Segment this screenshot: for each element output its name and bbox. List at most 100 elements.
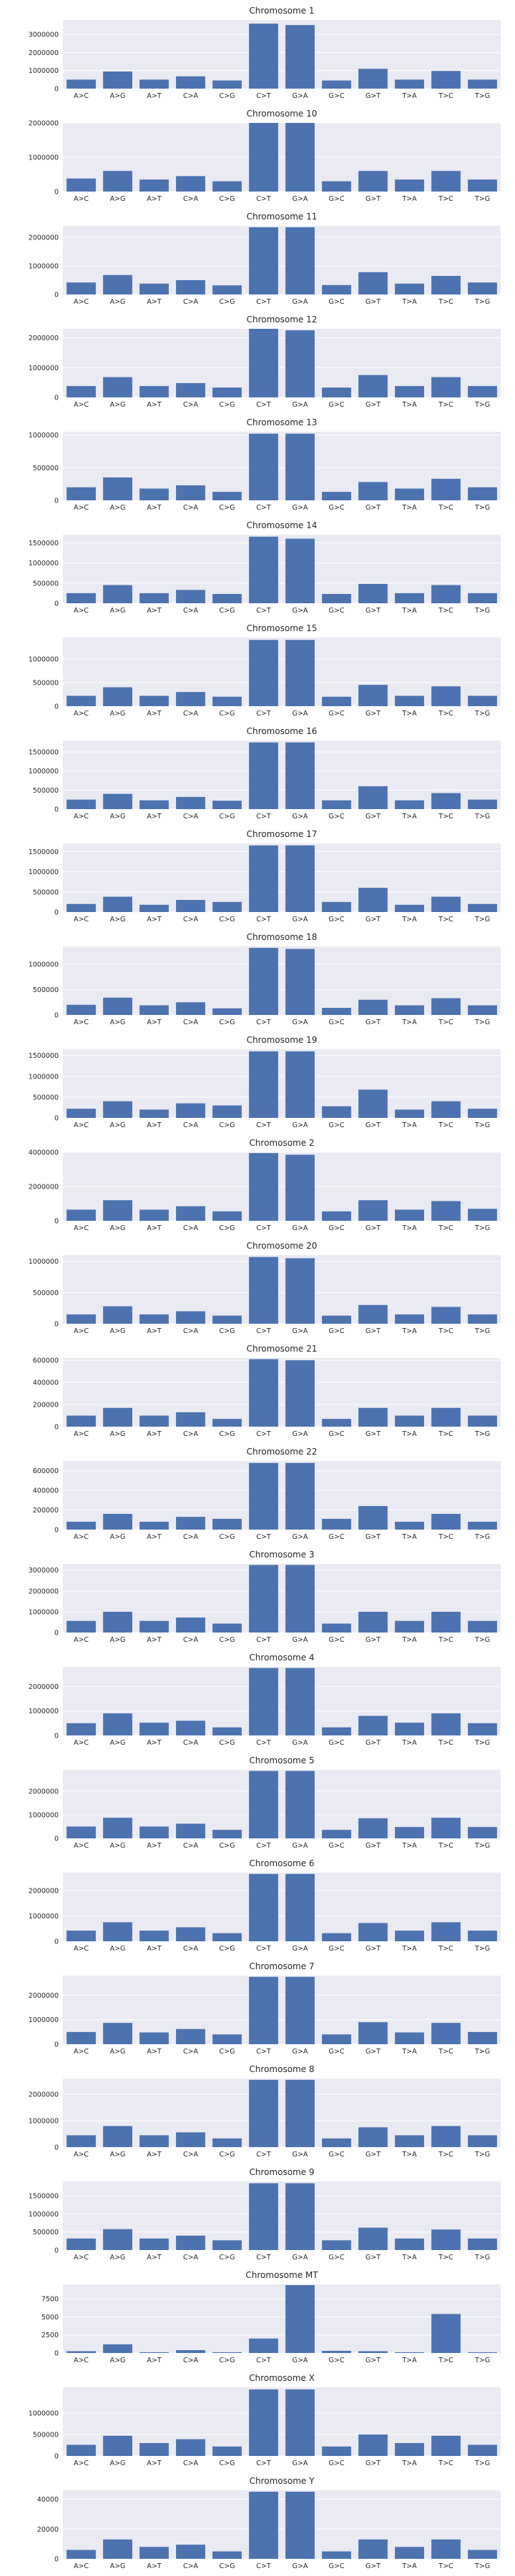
x-tick-label: A>G [110,2048,126,2056]
x-tick-label: T>C [438,92,453,100]
x-tick-label: A>T [147,1019,161,1026]
x-tick-label: G>T [366,195,381,203]
x-tick-label: C>G [220,1636,235,1644]
x-tick-label: G>C [329,298,345,306]
bar-C-to-A [176,2132,205,2147]
x-tick-label: C>G [220,195,235,203]
x-tick-label: A>T [147,2357,161,2364]
bar-T-to-G [468,1723,497,1735]
x-tick-label: T>A [401,710,417,718]
bar-chart: 0 200000 400000 600000 A>C A>G A>T C>A C>G C>T G>A… [33,1447,501,1541]
x-tick-label: T>G [474,1430,490,1438]
bar-G-to-T [358,171,388,192]
x-tick-label: G>A [293,401,308,409]
plot-background [63,1049,501,1118]
bar-C-to-A [176,2028,205,2044]
bar-C-to-A [176,1002,205,1015]
x-tick-label: A>T [147,401,161,409]
x-tick-label: T>G [474,813,490,821]
bar-G-to-C [322,387,351,397]
x-tick-label: A>C [74,607,89,615]
bar-T-to-A [395,1005,424,1015]
x-tick-label: A>G [110,1019,126,1026]
x-tick-label: G>C [329,2357,345,2364]
x-tick-label: C>G [220,2459,235,2467]
y-tick-label: 3000000 [29,1567,59,1575]
bar-C-to-T [249,1668,278,1735]
x-tick-label: G>T [366,1430,381,1438]
bar-C-to-A [176,1618,205,1633]
chart-panel: 0 500000 1000000 A>C A>G A>T C>A C>G C>T G>A G>C G>… [0,412,515,515]
y-tick-label: 500000 [33,888,59,896]
x-tick-label: C>A [183,2151,199,2159]
bar-G-to-A [285,1873,315,1941]
x-tick-label: G>C [329,607,345,615]
bar-C-to-T [249,536,278,603]
bar-chart: 0 500000 1000000 1500000 A>C A>G A>T C>A C>G C>T G… [29,2167,501,2262]
bar-T-to-A [395,1209,424,1221]
y-tick-label: 500000 [33,986,59,994]
chart-panel: 0 1000000 2000000 A>C A>G A>T C>A C>G C>T G>A G>C G… [0,309,515,412]
bar-T-to-C [431,2126,461,2147]
y-tick-label: 1000000 [29,67,59,75]
chart-panel: 0 1000000 2000000 A>C A>G A>T C>A C>G C>T G>A G>C G… [0,1647,515,1750]
chart-panel: 0 500000 1000000 1500000 A>C A>G A>T C>A C>G C>T G… [0,2161,515,2264]
x-tick-label: T>A [401,916,417,923]
bar-A-to-C [67,2444,96,2456]
x-tick-label: T>A [401,504,417,512]
bar-T-to-A [395,386,424,397]
x-tick-label: C>A [183,813,199,821]
y-tick-label: 2000000 [29,1992,59,2000]
chart-title: Chromosome 12 [247,314,318,325]
bar-G-to-A [285,25,315,89]
y-tick-label: 2000000 [29,1683,59,1691]
x-tick-label: T>C [438,2048,453,2056]
chart-title: Chromosome MT [245,2270,318,2280]
chart-title: Chromosome 1 [249,6,314,16]
bar-C-to-A [176,900,205,912]
bar-chart: 0 500000 1000000 1500000 A>C A>G A>T C>A C>G C>T G… [29,726,501,821]
x-tick-label: G>C [329,1224,345,1232]
bar-chart: 0 500000 1000000 A>C A>G A>T C>A C>G C>T G>A G>C G>… [29,932,501,1026]
bar-A-to-T [139,1415,169,1427]
chart-panel: 0 2500 5000 7500 A>C A>G A>T C>A C>G C>T G>A G>C G>T… [0,2264,515,2367]
x-tick-label: T>G [474,2048,490,2056]
x-tick-label: T>C [438,2357,453,2364]
chart-panel: 0 1000000 2000000 A>C A>G A>T C>A C>G C>T G>A G>C G… [0,206,515,309]
x-tick-label: G>T [366,298,381,306]
y-tick-label: 2500 [41,2332,59,2339]
bar-C-to-G [212,594,242,603]
bar-T-to-A [395,2443,424,2456]
y-tick-label: 0 [54,806,59,814]
x-tick-label: T>A [401,2562,417,2570]
chart-title: Chromosome 11 [247,212,318,222]
bar-A-to-G [103,2344,132,2353]
bar-T-to-G [468,695,497,706]
y-tick-label: 1000000 [29,154,59,162]
bar-G-to-A [285,1258,315,1324]
x-tick-label: T>G [474,1636,490,1644]
x-tick-label: A>T [147,1842,161,1850]
x-tick-label: G>C [329,195,345,203]
bar-G-to-T [358,1304,388,1324]
bar-A-to-G [103,1306,132,1324]
bar-G-to-T [358,375,388,397]
x-tick-label: T>C [438,504,453,512]
bar-G-to-T [358,1715,388,1735]
bar-T-to-G [468,903,497,912]
x-tick-label: G>T [366,92,381,100]
x-tick-label: G>T [366,1327,381,1335]
bar-chart: 0 500000 1000000 A>C A>G A>T C>A C>G C>T G>A G>C G>… [29,1241,501,1335]
bar-T-to-A [395,2352,424,2353]
bar-G-to-C [322,181,351,192]
x-tick-label: T>G [474,1739,490,1747]
bar-T-to-G [468,179,497,192]
x-tick-label: C>A [183,2459,199,2467]
x-tick-label: C>T [256,1842,271,1850]
bar-A-to-C [67,903,96,912]
bar-G-to-T [358,999,388,1015]
x-tick-label: T>A [401,1019,417,1026]
y-tick-label: 0 [54,189,59,197]
x-tick-label: G>T [366,2151,381,2159]
bar-A-to-T [139,488,169,500]
